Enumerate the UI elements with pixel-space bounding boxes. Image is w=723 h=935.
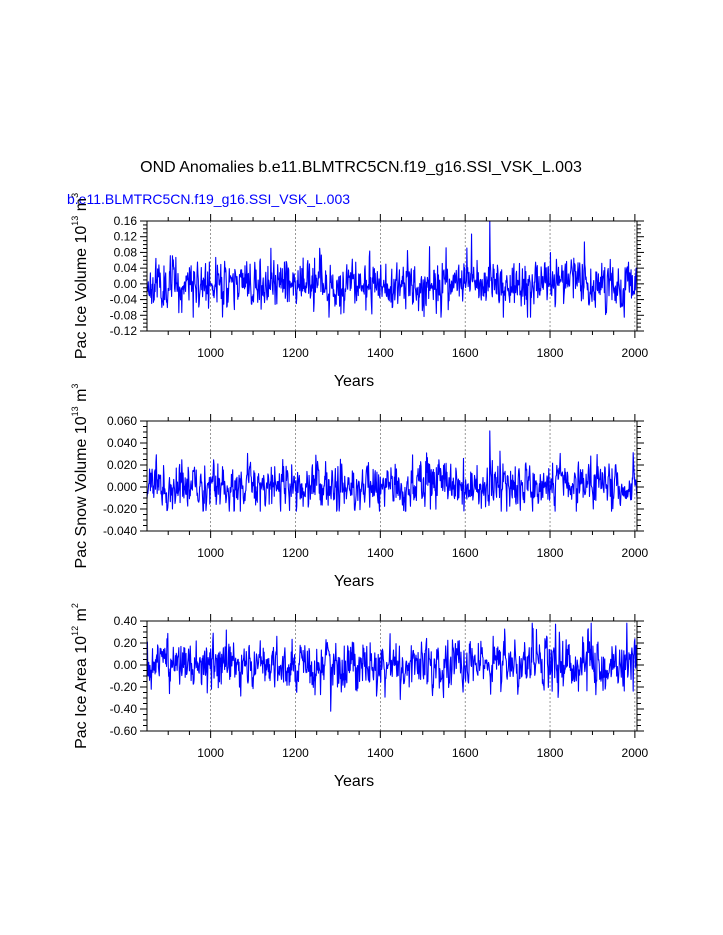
y-tick-label: 0.40: [114, 614, 138, 628]
x-tick-label: 1600: [452, 546, 479, 560]
y-tick-label: 0.04: [114, 261, 138, 275]
x-tick-label: 1600: [452, 746, 479, 760]
y-axis-label-text: Pac Ice Area 10: [73, 636, 90, 749]
y-axis-label-unit: m: [73, 389, 90, 407]
x-tick-label: 1200: [282, 346, 309, 360]
y-axis-label-exponent: 13: [70, 216, 80, 226]
x-tick-label: 1000: [197, 746, 224, 760]
y-axis-label: Pac Snow Volume 1013 m3: [70, 384, 90, 569]
y-tick-label: 0.16: [114, 214, 138, 228]
figure-subtitle: b.e11.BLMTRC5CN.f19_g16.SSI_VSK_L.003: [67, 191, 350, 207]
x-tick-label: 1000: [197, 346, 224, 360]
y-axis-label-unit-exponent: 3: [70, 193, 80, 198]
y-tick-label: -0.20: [110, 680, 138, 694]
y-axis-label-unit-exponent: 2: [70, 603, 80, 608]
panel-1: 0.16 0.120.08 0.04 0.00 -0.04-0.08 -0.12 1000 1…: [70, 193, 649, 390]
x-axis-label: Years: [334, 573, 374, 590]
panel-2: 0.060 0.040 0.020 0.000 -0.020 -0.040 1000 1200…: [70, 384, 649, 590]
y-axis-label-unit: m: [73, 608, 90, 626]
y-tick-label: 0.00: [114, 277, 138, 291]
x-tick-label: 1200: [282, 546, 309, 560]
x-tick-label: 1400: [367, 546, 394, 560]
y-tick-label: -0.04: [110, 293, 138, 307]
y-tick-label: 0.20: [114, 636, 138, 650]
x-tick-label: 1800: [537, 546, 564, 560]
x-tick-label: 1200: [282, 746, 309, 760]
y-axis-label: Pac Ice Area 1012 m2: [70, 603, 90, 749]
series-line: [146, 622, 638, 712]
x-tick-label: 1800: [537, 746, 564, 760]
y-tick-label: 0.08: [114, 245, 138, 259]
y-axis-label-unit: m: [73, 198, 90, 216]
panel-3: 0.40 0.20 0.00 -0.20 -0.40 -0.60 1000 1200 1400 1…: [70, 603, 649, 790]
y-tick-label: 0.12: [114, 230, 138, 244]
y-axis-label-exponent: 12: [70, 626, 80, 636]
x-tick-label: 1600: [452, 346, 479, 360]
y-tick-label: 0.020: [107, 458, 137, 472]
y-tick-label: -0.40: [110, 702, 138, 716]
x-axis-label: Years: [334, 773, 374, 790]
y-tick-label: 0.000: [107, 480, 137, 494]
x-tick-label: 2000: [622, 746, 649, 760]
x-axis-label: Years: [334, 373, 374, 390]
y-tick-label: 0.060: [107, 414, 137, 428]
series-line: [146, 430, 638, 512]
panels: 0.16 0.120.08 0.04 0.00 -0.04-0.08 -0.12 1000 1…: [70, 193, 649, 790]
x-tick-label: 2000: [622, 546, 649, 560]
y-axis-label-unit-exponent: 3: [70, 384, 80, 389]
y-axis-label-text: Pac Snow Volume 10: [73, 416, 90, 568]
figure-title: OND Anomalies b.e11.BLMTRC5CN.f19_g16.SS…: [140, 159, 582, 176]
y-axis-label-text: Pac Ice Volume 10: [73, 226, 90, 360]
x-tick-label: 1400: [367, 746, 394, 760]
x-tick-label: 1000: [197, 546, 224, 560]
y-tick-label: -0.60: [110, 724, 138, 738]
y-tick-label: 0.040: [107, 436, 137, 450]
x-tick-label: 1800: [537, 346, 564, 360]
y-axis-label-exponent: 13: [70, 406, 80, 416]
y-tick-label: -0.040: [103, 524, 137, 538]
x-tick-label: 2000: [622, 346, 649, 360]
series-line: [146, 220, 638, 318]
x-tick-label: 1400: [367, 346, 394, 360]
y-tick-label: -0.12: [110, 324, 138, 338]
y-tick-label: -0.020: [103, 502, 137, 516]
y-tick-label: 0.00: [114, 658, 138, 672]
y-tick-label: -0.08: [110, 308, 138, 322]
y-axis-label: Pac Ice Volume 1013 m3: [70, 193, 90, 359]
